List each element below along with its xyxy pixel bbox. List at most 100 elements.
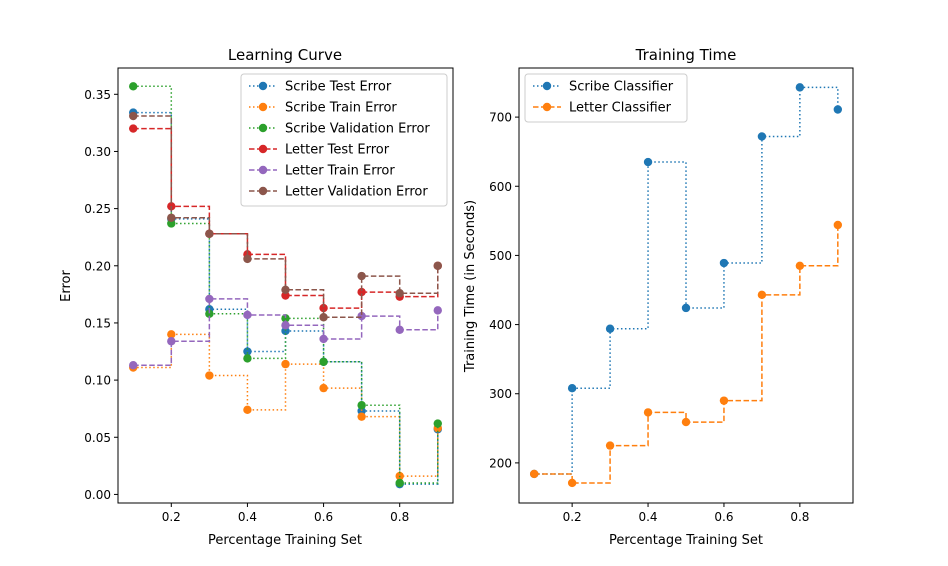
x-tick-label: 0.6 <box>714 510 733 524</box>
series-scribe-validation-error <box>129 82 442 488</box>
data-point <box>205 294 214 304</box>
x-axis-label: Percentage Training Set <box>609 533 763 548</box>
learning-curve-chart: Learning Curve 0.2 0.4 0.6 0.8 0.00 0.05 0.10… <box>59 46 454 548</box>
data-point <box>529 469 539 479</box>
data-point <box>433 306 442 315</box>
data-point <box>567 478 577 488</box>
legend-swatch-marker <box>542 102 552 112</box>
data-point <box>567 383 577 393</box>
data-point <box>205 371 214 380</box>
legend-item: Letter Train Error <box>249 164 395 179</box>
data-point <box>681 417 691 427</box>
legend-label: Letter Classifier <box>569 101 672 116</box>
data-point <box>357 401 366 410</box>
data-point <box>319 383 328 393</box>
legend-swatch-marker <box>258 144 268 154</box>
legend-swatch-marker <box>258 123 268 133</box>
plot-frame <box>518 67 854 504</box>
legend-item: Scribe Validation Error <box>249 122 430 137</box>
x-tick-label: 0.2 <box>162 510 181 524</box>
legend-item: Scribe Test Error <box>249 80 392 95</box>
data-point <box>205 309 214 318</box>
y-tick-label: 0.30 <box>84 145 111 159</box>
data-point <box>205 229 214 238</box>
data-point <box>319 313 328 322</box>
legend-item: Letter Validation Error <box>249 185 428 200</box>
data-point <box>605 324 615 333</box>
data-point <box>357 287 366 297</box>
y-tick-label: 500 <box>489 249 512 263</box>
x-tick-label: 0.4 <box>238 510 257 524</box>
data-point <box>395 478 404 488</box>
legend-box <box>240 73 448 207</box>
data-point <box>243 347 252 356</box>
data-point <box>167 330 176 339</box>
legend-label: Letter Validation Error <box>285 185 428 200</box>
data-point <box>719 258 729 268</box>
data-point <box>243 405 252 415</box>
data-point <box>357 412 366 421</box>
data-point <box>795 261 805 270</box>
legend-label: Letter Train Error <box>285 164 395 179</box>
x-tick-label: 0.8 <box>390 510 409 524</box>
y-tick-label: 0.25 <box>84 202 111 216</box>
legend-label: Scribe Validation Error <box>285 122 430 137</box>
data-point <box>605 441 615 450</box>
data-point <box>719 396 729 405</box>
plot-frame <box>117 67 454 504</box>
data-point <box>681 303 691 313</box>
data-point <box>319 357 328 367</box>
data-point <box>243 310 252 320</box>
legend-swatch-marker <box>258 165 268 175</box>
legend-item: Scribe Classifier <box>533 80 674 95</box>
y-tick-label: 200 <box>489 456 512 470</box>
data-point <box>281 321 290 330</box>
legend-box <box>524 73 688 123</box>
x-axis-label: Percentage Training Set <box>208 533 362 548</box>
series-letter-classifier <box>529 220 843 488</box>
data-point <box>357 311 366 321</box>
legend-label: Scribe Classifier <box>569 80 674 95</box>
legend-swatch-marker <box>258 102 268 112</box>
y-tick-label: 600 <box>489 180 512 194</box>
series-letter-train-error <box>129 294 442 370</box>
data-point <box>243 354 252 363</box>
y-tick-label: 0.00 <box>84 488 111 502</box>
y-tick-label: 0.35 <box>84 88 111 102</box>
data-point <box>643 157 653 167</box>
data-point <box>167 337 176 346</box>
y-tick-label: 0.20 <box>84 259 111 273</box>
data-point <box>395 289 404 298</box>
x-axis: 0.2 0.4 0.6 0.8 <box>563 503 809 524</box>
data-point <box>757 132 767 141</box>
data-point <box>433 419 442 428</box>
data-point <box>319 334 328 344</box>
series-line <box>133 115 439 318</box>
data-point <box>281 285 290 294</box>
plot-marks <box>129 82 442 489</box>
y-tick-label: 300 <box>489 387 512 401</box>
chart-title: Training Time <box>635 46 737 64</box>
legend-swatch-marker <box>258 186 268 196</box>
data-point <box>395 325 404 335</box>
data-point <box>833 105 843 114</box>
data-point <box>167 213 176 222</box>
legend-swatch-marker <box>258 81 268 91</box>
legend-label: Scribe Test Error <box>285 80 392 95</box>
legend-label: Letter Test Error <box>285 143 390 158</box>
data-point <box>129 82 138 91</box>
legend-item: Letter Test Error <box>249 143 390 158</box>
y-tick-label: 0.05 <box>84 431 111 445</box>
x-tick-label: 0.6 <box>314 510 333 524</box>
legend: Scribe Test Error Scribe Train Error Scrib… <box>240 73 448 207</box>
x-axis: 0.2 0.4 0.6 0.8 <box>162 503 409 524</box>
legend-label: Scribe Train Error <box>285 101 397 116</box>
data-point <box>757 290 767 300</box>
series-line <box>133 127 439 309</box>
legend-item: Letter Classifier <box>533 101 672 116</box>
data-point <box>281 359 290 369</box>
y-axis: 0.00 0.05 0.10 0.15 0.20 0.25 0.30 0.35 <box>84 88 118 502</box>
legend: Scribe Classifier Letter Classifier <box>524 73 688 123</box>
y-tick-label: 700 <box>489 111 512 125</box>
